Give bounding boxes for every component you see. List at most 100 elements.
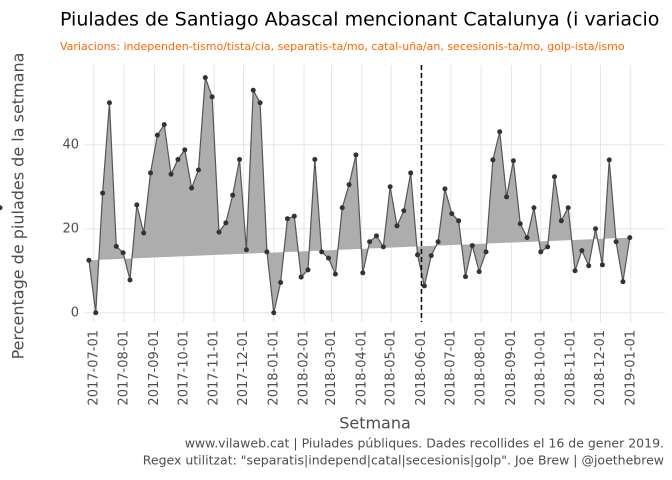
caption: www.vilaweb.cat | Piulades públiques. Da… [185, 436, 664, 451]
point [524, 235, 530, 241]
point [161, 122, 167, 128]
point [0, 205, 3, 211]
point [353, 152, 359, 158]
point [558, 218, 564, 224]
point [415, 252, 421, 258]
x-tick-label: 2018-04-01 [354, 330, 369, 406]
point [209, 94, 215, 100]
point [168, 171, 174, 177]
point [462, 274, 468, 280]
point [284, 216, 290, 222]
point [510, 158, 516, 164]
point [394, 223, 400, 229]
point [237, 156, 243, 162]
x-tick-label: 2017-09-01 [147, 330, 162, 406]
point [298, 274, 304, 280]
point [175, 156, 181, 162]
point [312, 156, 318, 162]
point [517, 221, 523, 227]
y-tick-label: 20 [62, 221, 79, 236]
area [88, 77, 630, 313]
x-tick-label: 2018-10-01 [533, 330, 548, 406]
point [476, 269, 482, 275]
chart-subtitle: Variacions: independen-tismo/tista/cia, … [60, 40, 625, 53]
point [449, 211, 455, 217]
point [182, 147, 188, 153]
x-tick-label: 2017-10-01 [176, 330, 191, 406]
point [586, 263, 592, 269]
point [579, 248, 585, 254]
point [545, 244, 551, 250]
point [134, 202, 140, 208]
point [373, 233, 379, 239]
y-axis-label: Percentage de piulades de la setmana [9, 53, 28, 360]
x-axis-label: Setmana [339, 414, 411, 433]
point [113, 243, 119, 249]
point [257, 100, 263, 106]
point [278, 280, 284, 286]
point [127, 277, 133, 283]
point [620, 279, 626, 285]
point [483, 249, 489, 255]
point [497, 129, 503, 135]
point [148, 170, 154, 176]
point [326, 255, 332, 261]
point [456, 218, 462, 224]
x-tick-label: 2017-12-01 [236, 330, 251, 406]
x-tick-label: 2018-02-01 [297, 330, 312, 406]
point [360, 270, 366, 276]
point [387, 184, 393, 190]
point [346, 182, 352, 188]
point [243, 247, 249, 253]
x-tick-label: 2018-12-01 [593, 330, 608, 406]
x-tick-label: 2018-08-01 [474, 330, 489, 406]
x-tick-label: 2018-11-01 [564, 330, 579, 406]
point [490, 157, 496, 163]
point [435, 239, 441, 245]
point [627, 235, 633, 241]
point [421, 283, 427, 289]
point [93, 310, 99, 316]
y-tick-label: 40 [62, 137, 79, 152]
point [606, 157, 612, 163]
x-tick-label: 2018-05-01 [384, 330, 399, 406]
x-tick-label: 2018-07-01 [443, 330, 458, 406]
point [380, 244, 386, 250]
point [291, 213, 297, 219]
point [339, 205, 345, 211]
point [565, 205, 571, 211]
point [551, 174, 557, 180]
point [367, 239, 373, 245]
point [401, 208, 407, 214]
x-tick-label: 2019-01-01 [623, 330, 638, 406]
x-tick-label: 2018-09-01 [504, 330, 519, 406]
point [120, 250, 126, 256]
point [593, 226, 599, 232]
x-tick-label: 2018-06-01 [414, 330, 429, 406]
caption: Regex utilitzat: "separatis|independ|cat… [143, 453, 664, 468]
chart-title: Piulades de Santiago Abascal mencionant … [60, 9, 659, 31]
point [106, 100, 112, 106]
point [264, 249, 270, 255]
point [230, 192, 236, 198]
point [442, 186, 448, 192]
point [250, 87, 256, 93]
x-tick-label: 2018-01-01 [266, 330, 281, 406]
point [599, 262, 605, 268]
x-tick-label: 2018-03-01 [324, 330, 339, 406]
point [428, 253, 434, 259]
point [469, 243, 475, 249]
point [86, 257, 92, 263]
point [305, 267, 311, 273]
point [531, 205, 537, 211]
point [408, 170, 414, 176]
point [216, 229, 222, 235]
point [613, 239, 619, 245]
point [223, 220, 229, 226]
point [195, 167, 201, 173]
point [189, 185, 195, 191]
point [141, 230, 147, 236]
point [332, 271, 338, 277]
point [538, 249, 544, 255]
